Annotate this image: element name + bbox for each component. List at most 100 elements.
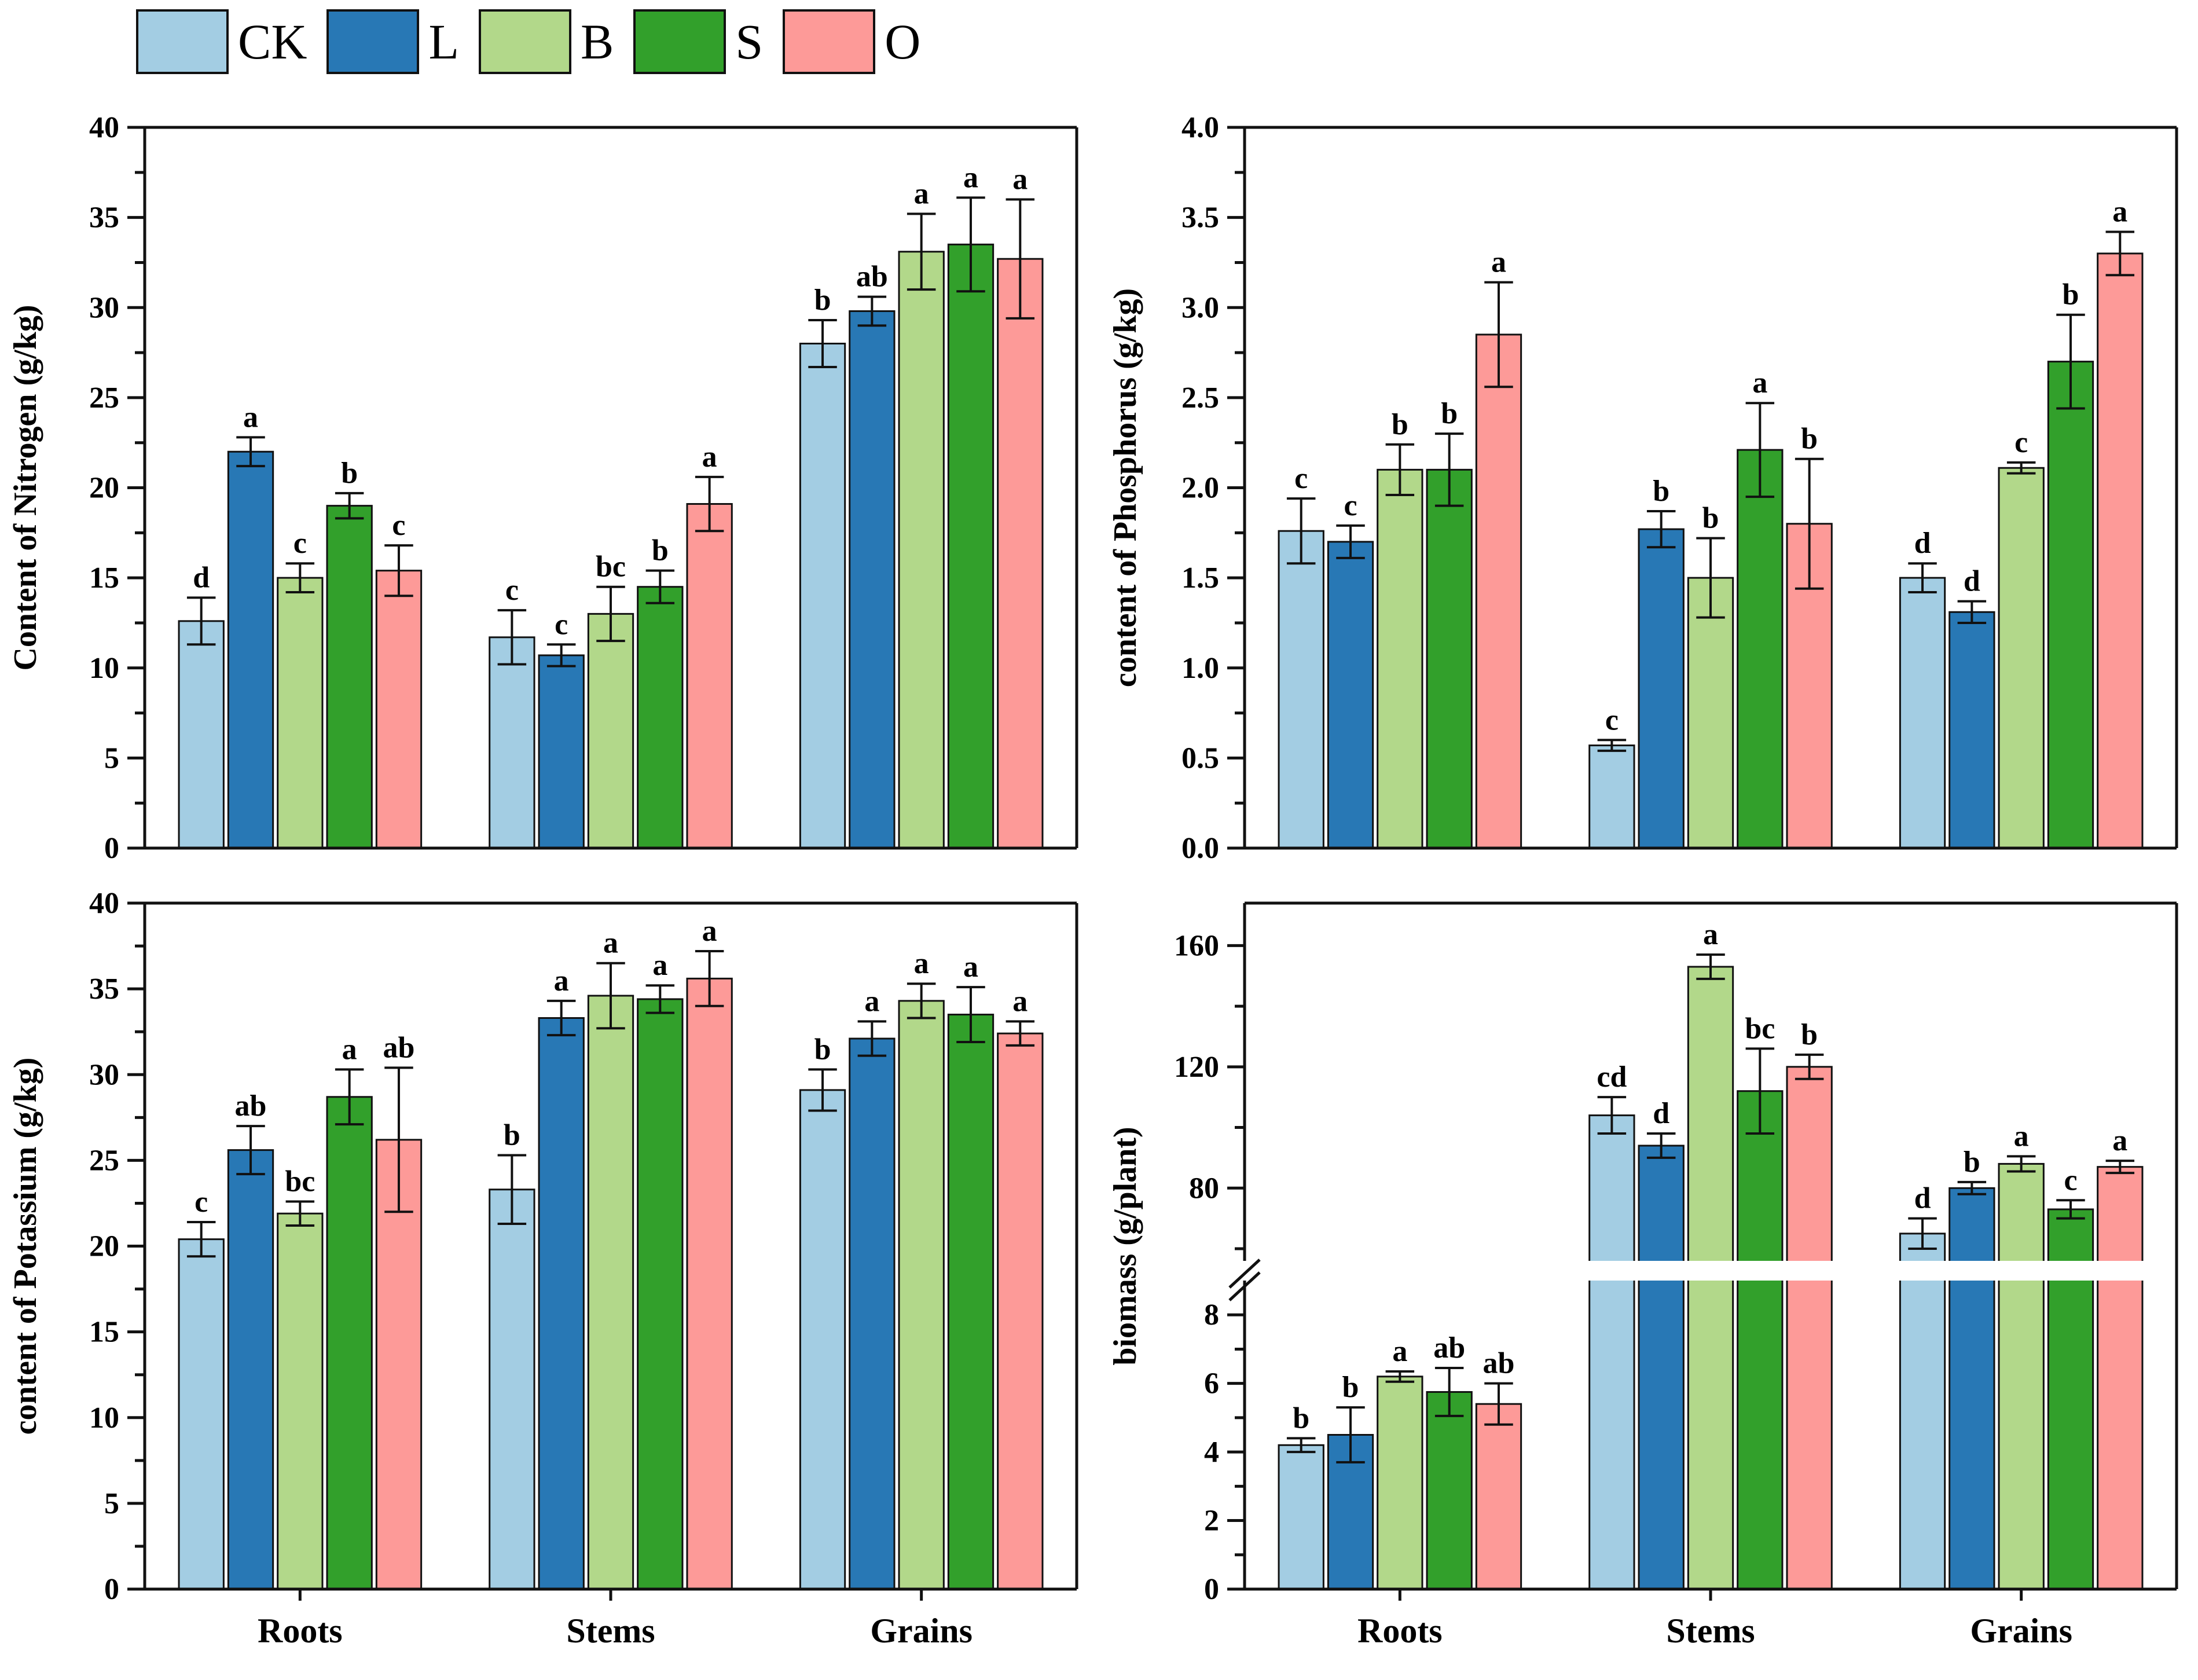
significance-letter: c: [1344, 489, 1357, 522]
x-category-label: Roots: [258, 1612, 343, 1650]
y-tick-label: 15: [89, 1316, 119, 1349]
bar-nitrogen-Stems-B: [587, 612, 634, 849]
significance-letter: c: [1294, 462, 1308, 495]
significance-letter: b: [1293, 1402, 1309, 1435]
panel-phosphorus: c c b b a c b b a b d d c b a 0.0 0.5 1.0 1.5 2.0 2.5 3.0 3.5 4…: [1100, 87, 2198, 865]
bar-potassium-Grains-S: [947, 1014, 995, 1590]
y-axis-label: Content of Nitrogen (g/kg): [8, 305, 43, 670]
y-tick-label: 2: [1204, 1505, 1219, 1538]
y-tick-label: 2.5: [1181, 382, 1219, 415]
bar-potassium-Grains-CK: [799, 1089, 846, 1590]
y-tick-label: 0: [104, 832, 119, 863]
significance-letter: b: [814, 1033, 831, 1066]
bar-potassium-Stems-S: [637, 998, 684, 1590]
bar-nitrogen-Stems-S: [637, 586, 684, 849]
significance-letter: b: [2063, 278, 2079, 311]
bar-nitrogen-Stems-O: [686, 503, 733, 849]
y-tick-label: 15: [89, 562, 119, 595]
significance-letter: b: [1441, 397, 1458, 430]
y-tick-label: 10: [89, 652, 119, 685]
bar-nitrogen-Roots-L: [227, 450, 274, 849]
bar-phosphorus-Stems-B: [1687, 577, 1734, 849]
bar-phosphorus-Grains-S: [2047, 361, 2094, 849]
significance-letter: b: [1342, 1371, 1359, 1404]
bar-potassium-Grains-O: [997, 1032, 1044, 1590]
bar-biomass-Grains-B: [1998, 1162, 2045, 1590]
y-ticks-layer: 0 5 10 15 20 25 30 35 40: [89, 111, 145, 865]
x-category-label: Stems: [566, 1612, 655, 1650]
bar-nitrogen-Grains-O: [997, 258, 1044, 849]
bar-phosphorus-Stems-S: [1737, 449, 1784, 849]
x-category-label: Stems: [1666, 1612, 1755, 1650]
significance-letter: b: [1702, 502, 1719, 535]
bar-phosphorus-Stems-CK: [1588, 744, 1635, 849]
significance-letter: cd: [1597, 1061, 1627, 1094]
significance-letter: b: [1653, 475, 1669, 508]
bars-layer: [178, 243, 1044, 849]
bars-layer: [178, 977, 1044, 1590]
bar-phosphorus-Grains-L: [1949, 611, 1995, 849]
legend-swatch-CK: [136, 9, 229, 74]
significance-letter: a: [342, 1033, 357, 1066]
bar-phosphorus-Roots-L: [1327, 541, 1374, 849]
significance-letter: bc: [596, 551, 626, 584]
bar-nitrogen-Grains-CK: [799, 343, 846, 849]
y-tick-label: 160: [1174, 929, 1219, 962]
bar-potassium-Roots-B: [277, 1212, 324, 1590]
y-tick-label: 25: [89, 1144, 119, 1177]
significance-letter: a: [702, 915, 717, 948]
y-tick-label: 1.0: [1181, 652, 1219, 685]
significance-letter: c: [392, 509, 405, 542]
bar-biomass-Grains-L: [1949, 1187, 1995, 1590]
significance-letter: a: [963, 161, 978, 194]
legend-label: L: [428, 14, 460, 69]
bar-nitrogen-Roots-S: [326, 505, 373, 849]
bar-nitrogen-Grains-S: [947, 243, 995, 849]
legend-label: O: [885, 14, 921, 69]
y-ticks-layer: 0.0 0.5 1.0 1.5 2.0 2.5 3.0 3.5 4.0: [1181, 111, 1245, 865]
significance-letter: ab: [383, 1031, 415, 1064]
significance-letter: b: [1392, 408, 1408, 441]
y-tick-label: 1.5: [1181, 562, 1219, 595]
y-tick-label: 0: [1204, 1573, 1219, 1606]
legend-label: B: [581, 14, 614, 69]
significance-letter: a: [963, 951, 978, 984]
significance-letter: a: [702, 441, 717, 474]
bar-biomass-Grains-CK: [1899, 1233, 1946, 1590]
significance-letter: a: [2014, 1120, 2029, 1153]
bar-potassium-Stems-B: [587, 995, 634, 1590]
bar-phosphorus-Roots-B: [1377, 468, 1423, 849]
bar-potassium-Stems-CK: [489, 1189, 535, 1590]
panel-biomass: b b a ab ab cd d a bc b d b a c a 0 2 4 6 8 80 120 160 biomass …: [1100, 863, 2198, 1680]
significance-letter: b: [1964, 1146, 1980, 1179]
legend-label: CK: [238, 14, 307, 69]
bar-nitrogen-Roots-CK: [178, 620, 225, 849]
legend-swatch-O: [783, 9, 876, 74]
bar-phosphorus-Roots-S: [1426, 468, 1473, 849]
bar-biomass-Roots-O: [1475, 1403, 1522, 1590]
significance-letter: b: [341, 457, 358, 490]
significance-letter: b: [1801, 423, 1818, 456]
significance-letter: a: [652, 949, 667, 982]
y-tick-label: 3.0: [1181, 291, 1219, 324]
y-tick-label: 0.5: [1181, 742, 1219, 775]
significance-letter: c: [195, 1186, 208, 1219]
bar-nitrogen-Roots-O: [375, 570, 423, 849]
y-tick-label: 35: [89, 201, 119, 234]
y-tick-label: 6: [1204, 1367, 1219, 1400]
significance-letter: c: [293, 527, 307, 560]
bar-potassium-Stems-O: [686, 977, 733, 1590]
y-tick-label: 8: [1204, 1298, 1219, 1331]
significance-letter: c: [2064, 1164, 2077, 1197]
legend-swatch-B: [479, 9, 572, 74]
y-tick-label: 3.5: [1181, 201, 1219, 234]
plot-frame: [1243, 126, 2178, 850]
legend-swatch-S: [633, 9, 726, 74]
significance-letter: a: [1012, 163, 1028, 196]
